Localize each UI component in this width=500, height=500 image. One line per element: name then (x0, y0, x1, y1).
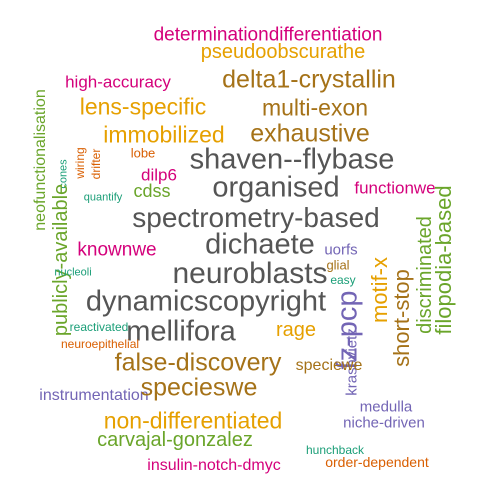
word-insulin-notch-dmyc: insulin-notch-dmyc (147, 457, 281, 474)
word-organised: organised (212, 171, 340, 204)
word-order-dependent: order-dependent (325, 454, 429, 470)
word-lobe: lobe (130, 145, 156, 161)
word-neofunctionalisation: neofunctionalisation (32, 89, 49, 231)
word-lens-specific: lens-specific (79, 93, 207, 120)
word-delta1-crystallin: delta1-crystallin (222, 65, 396, 94)
word-filopodia-based: filopodia-based (431, 185, 456, 335)
word-dichaete: dichaete (205, 228, 315, 261)
word-pseudoobscurathe: pseudoobscurathe (200, 41, 366, 63)
word-dilp6: dilp6 (141, 165, 177, 185)
word-carvajal-gonzalez: carvajal-gonzalez (97, 429, 253, 451)
word-nucleoli: nucleoli (54, 266, 92, 279)
word-multi-exon: multi-exon (261, 94, 369, 121)
word-motif-x: motif-x (367, 257, 392, 323)
word-specieswe: specieswe (140, 373, 258, 402)
word-shaven-flybase: shaven--flybase (189, 143, 395, 176)
word-glial: glial (326, 257, 350, 273)
word-speciewe: speciewe (295, 357, 363, 374)
word-functionwe: functionwe (354, 178, 436, 198)
word-neuroepithelial: neuroepithelial (60, 337, 140, 351)
word-spectrometry-based: spectrometry-based (132, 202, 380, 233)
word-easy: easy (330, 273, 356, 287)
word-instrumentation: instrumentation (39, 387, 149, 404)
word-false-discovery: false-discovery (114, 348, 282, 377)
word-neuroblasts: neuroblasts (172, 257, 328, 290)
word-immobilized: immobilized (103, 121, 225, 148)
word-uorfs: uorfs (324, 241, 358, 259)
word-knownwe: knownwe (77, 239, 157, 261)
word-cdss: cdss (133, 181, 171, 201)
word-discriminated: discriminated (414, 216, 436, 334)
word-quantify: quantify (83, 191, 123, 204)
word-rage: rage (275, 319, 317, 341)
word-mellifora: mellifora (126, 315, 236, 348)
word-medulla: medulla (359, 398, 413, 416)
word-hunchback: hunchback (305, 443, 365, 457)
word-non-differentiated: non-differentiated (103, 407, 283, 434)
word-drifter: drifter (89, 148, 103, 180)
word-niche-driven: niche-driven (343, 414, 425, 432)
word-publicly-available: publicly-available (50, 183, 72, 337)
word-short-stop: short-stop (389, 269, 414, 367)
word-reactivated: reactivated (69, 320, 129, 334)
word-high-accuracy: high-accuracy (65, 72, 171, 92)
word-dynamicscopyright: dynamicscopyright (85, 285, 327, 318)
word-wiring: wiring (73, 147, 87, 179)
word-exhaustive: exhaustive (250, 119, 370, 148)
word-determinationdifferentiation: determinationdifferentiation (153, 24, 383, 46)
